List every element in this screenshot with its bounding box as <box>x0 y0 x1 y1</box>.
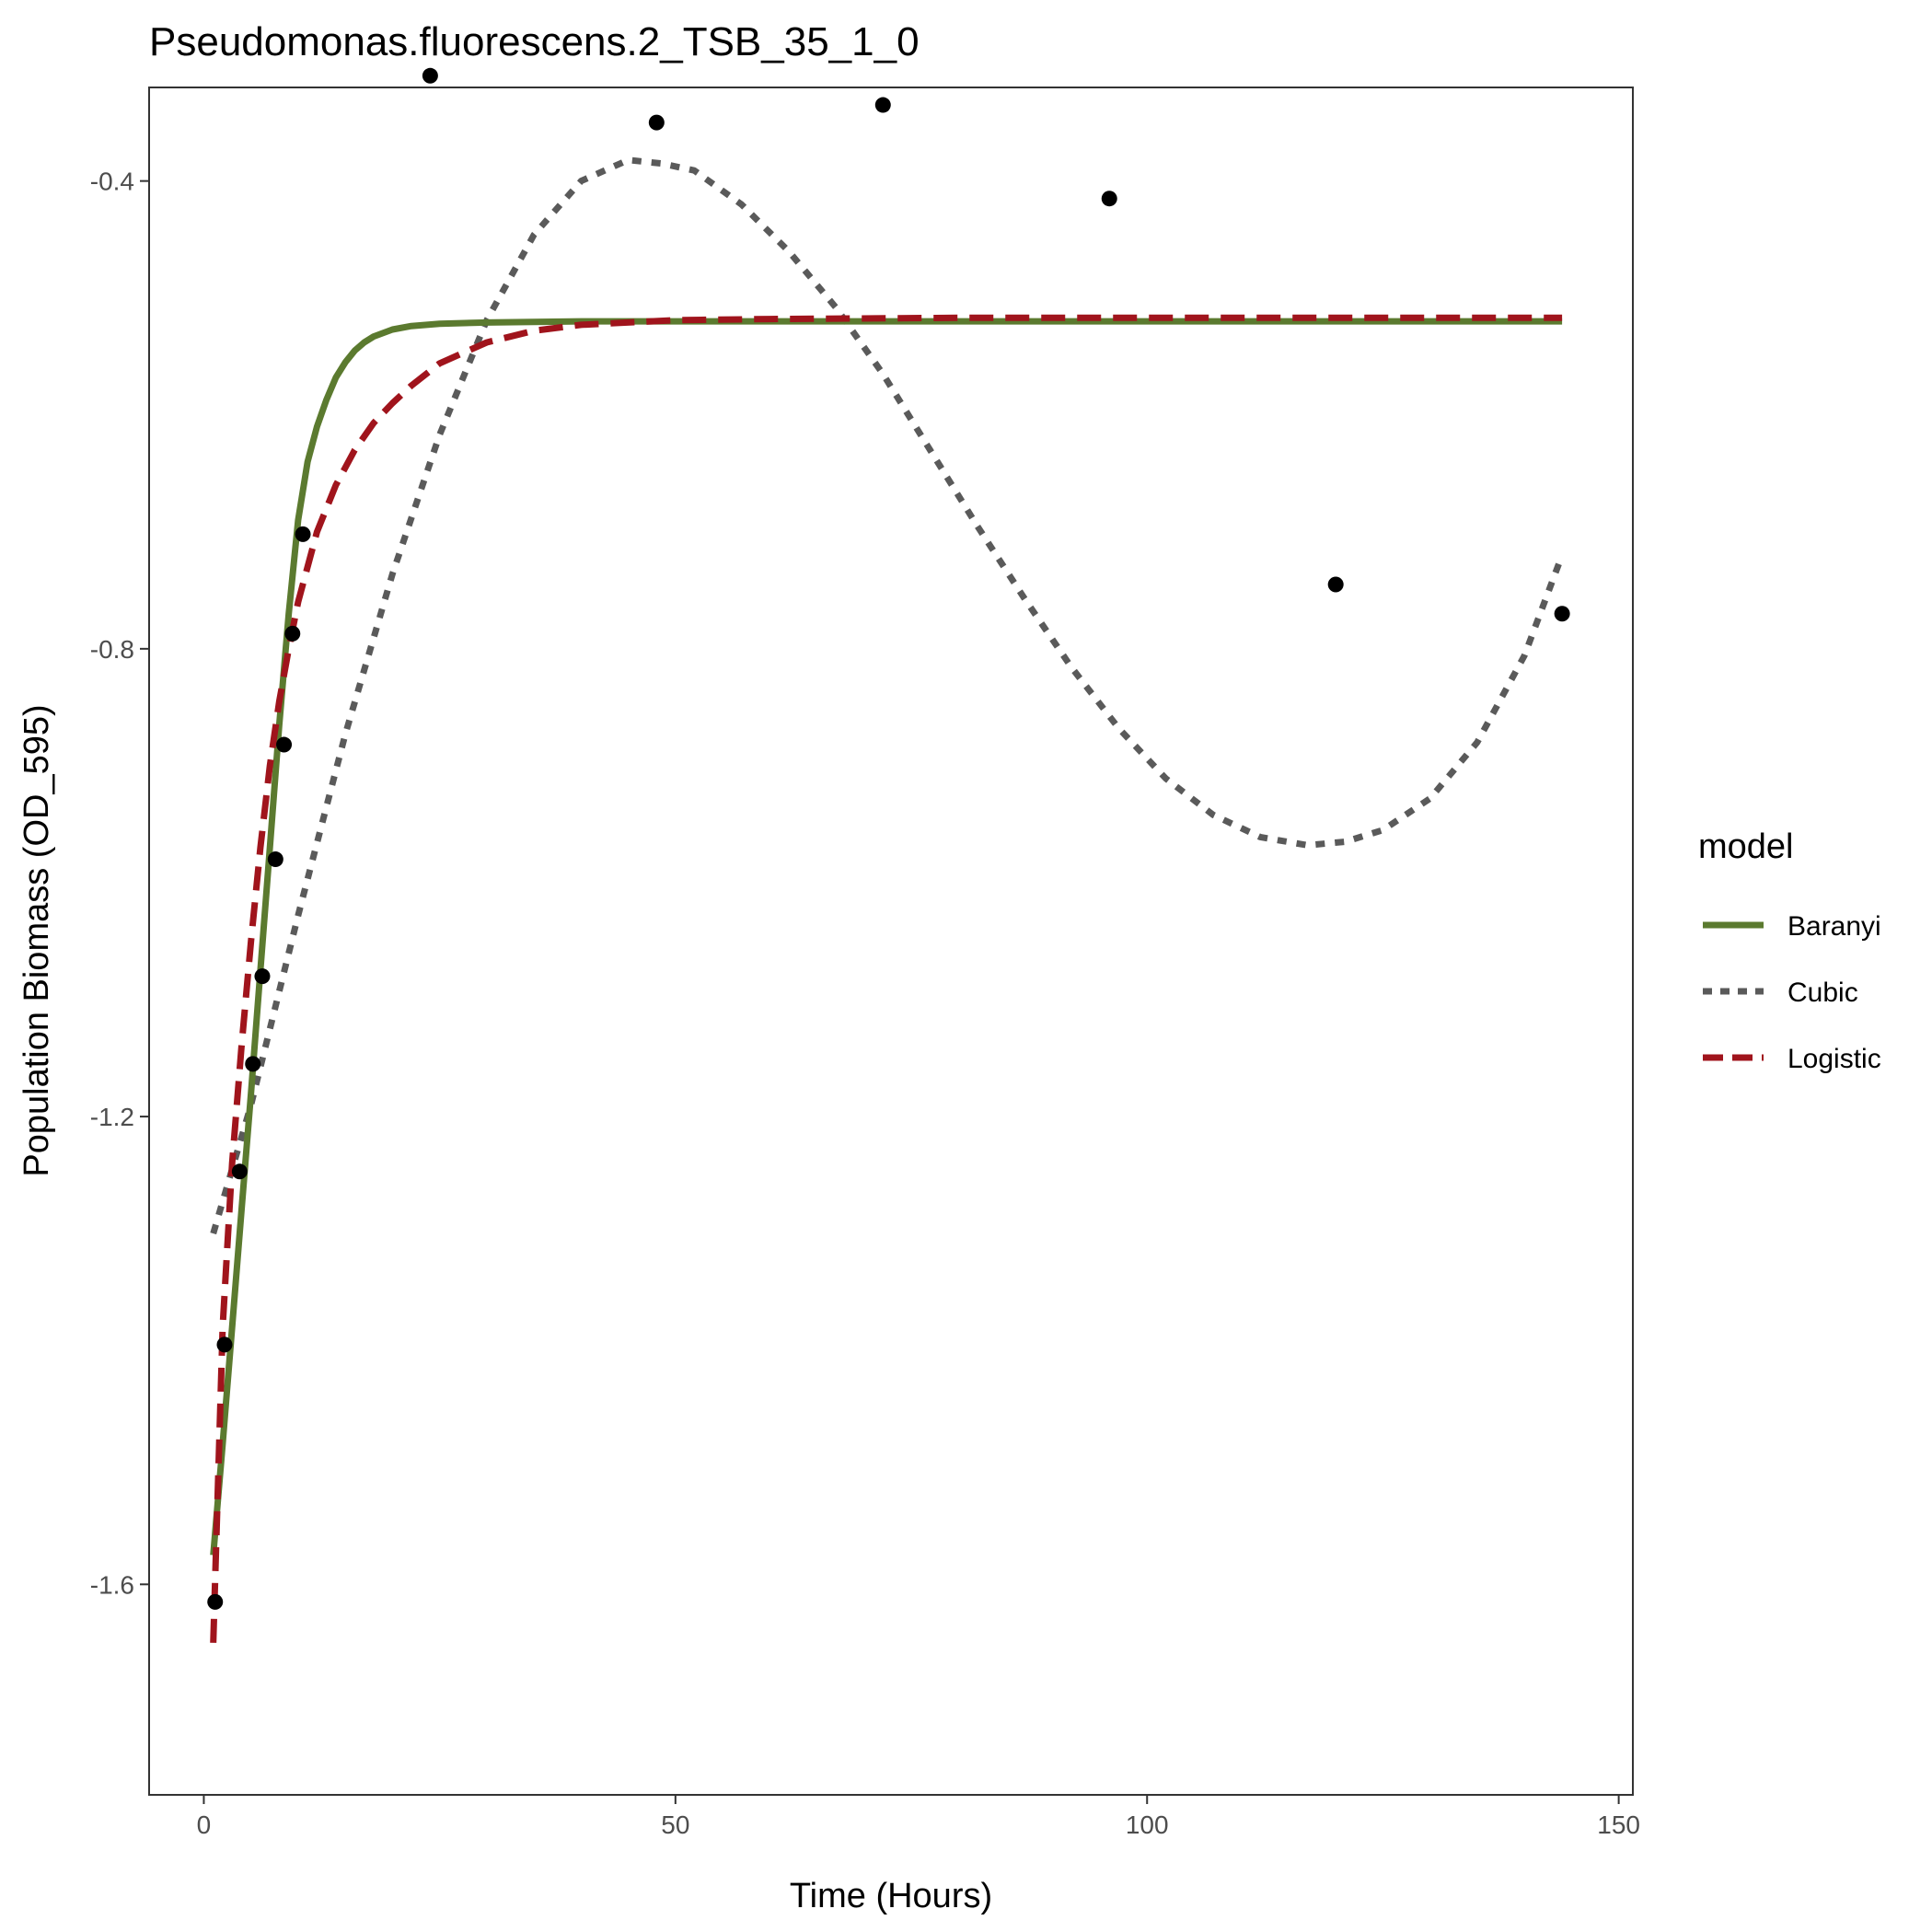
x-tick-label: 150 <box>1597 1811 1640 1839</box>
data-point <box>1101 191 1117 207</box>
series-line-logistic <box>210 314 1563 1643</box>
y-axis: -1.6 -1.2 -0.8 -0.4 <box>90 168 149 1599</box>
x-tick-label: 0 <box>197 1811 212 1839</box>
plot-panel <box>148 87 1634 1796</box>
data-point <box>267 851 283 868</box>
x-tick-label: 50 <box>661 1811 689 1839</box>
y-tick-label: -1.2 <box>90 1103 134 1131</box>
series-layer <box>210 156 1566 1643</box>
x-axis: 0 50 100 150 <box>197 1795 1640 1839</box>
x-tick-label: 100 <box>1126 1811 1169 1839</box>
legend-label-cubic: Cubic <box>1787 978 1858 1008</box>
y-tick-label: -0.8 <box>90 635 134 664</box>
plot-area <box>148 67 1634 1796</box>
data-point <box>295 526 311 542</box>
data-point <box>874 97 891 113</box>
legend-label-logistic: Logistic <box>1787 1044 1881 1074</box>
data-point <box>276 736 293 753</box>
data-point <box>207 1593 224 1610</box>
chart-title: Pseudomonas.fluorescens.2_TSB_35_1_0 <box>149 19 920 64</box>
data-point <box>245 1056 261 1072</box>
data-point <box>1327 576 1344 593</box>
x-axis-title: Time (Hours) <box>790 1877 992 1915</box>
legend-title: model <box>1698 827 1794 866</box>
series-line-baranyi <box>210 318 1563 1556</box>
data-point <box>648 114 665 131</box>
data-point <box>254 968 271 985</box>
legend: model Baranyi Cubic Logistic <box>1698 827 1881 1074</box>
y-tick-label: -0.4 <box>90 168 134 196</box>
data-point <box>216 1336 233 1353</box>
data-point <box>1554 606 1570 622</box>
data-point <box>422 67 438 84</box>
y-axis-title: Population Biomass (OD_595) <box>17 704 56 1176</box>
data-point <box>284 625 301 642</box>
legend-label-baranyi: Baranyi <box>1787 911 1881 942</box>
y-tick-label: -1.6 <box>90 1570 134 1599</box>
data-point <box>231 1163 248 1180</box>
points-layer <box>207 67 1570 1610</box>
